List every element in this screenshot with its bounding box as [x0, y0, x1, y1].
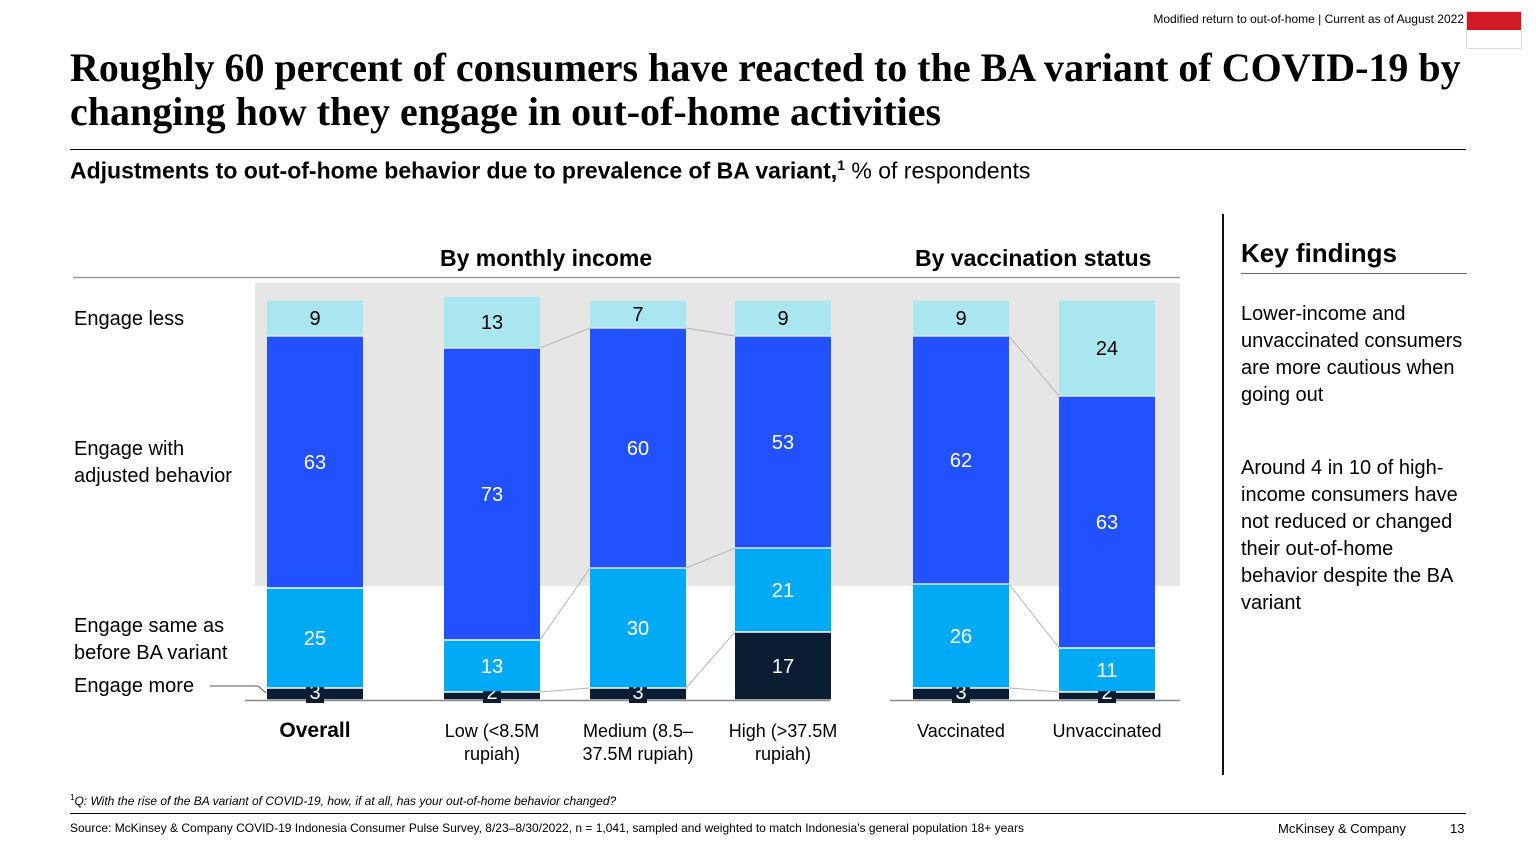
bar-value-label: 63: [304, 452, 326, 474]
bar-segment-engage-same-as-before-ba-variant: [1059, 648, 1155, 692]
footnote: 1Q: With the rise of the BA variant of C…: [70, 793, 616, 808]
row-label-engage-more: Engage more: [74, 675, 195, 697]
bar-segment-engage-less: [590, 300, 686, 328]
flag-red-stripe: [1467, 12, 1521, 30]
bar-segment-engage-same-as-before-ba-variant: [590, 568, 686, 688]
bar-segment-engage-same-as-before-ba-variant: [444, 640, 540, 692]
key-findings-title: Key findings: [1241, 238, 1398, 268]
bar-value-label: 13: [481, 312, 503, 334]
footer-divider: [70, 813, 1466, 814]
bar-value-label: 7: [632, 304, 643, 326]
row-label-same-line2: before BA variant: [74, 642, 228, 664]
bar-segment-engage-with-adjusted-behavior: [1059, 396, 1155, 648]
row-label-adjusted-line2: adjusted behavior: [74, 465, 232, 487]
connector-line: [685, 327, 736, 337]
group-title-vaccination: By vaccination status: [915, 245, 1152, 271]
row-label-adjusted: Engage with adjusted behavior: [74, 436, 232, 490]
bar-value-label: 9: [955, 308, 966, 330]
bar-segment-engage-with-adjusted-behavior: [444, 348, 540, 640]
title-divider: [70, 149, 1466, 150]
category-label: Low (<8.5M: [445, 721, 540, 741]
connector-line: [539, 687, 591, 693]
category-label: Unvaccinated: [1052, 721, 1161, 741]
bar-value-label: 53: [772, 432, 794, 454]
category-label: rupiah): [755, 744, 811, 764]
category-label: Medium (8.5–: [583, 721, 693, 741]
bar-value-label: 17: [772, 656, 794, 678]
connector-line: [685, 547, 736, 569]
bar-segment-engage-less: [913, 300, 1009, 336]
row-label-same: Engage same as before BA variant: [74, 613, 227, 667]
row-label-engage-less: Engage less: [74, 308, 185, 330]
bar-segment-engage-more: [735, 632, 831, 700]
bar-segment-engage-same-as-before-ba-variant: [735, 548, 831, 632]
category-label: rupiah): [464, 744, 520, 764]
brand-name: McKinsey & Company: [1278, 821, 1406, 836]
bar-segment-engage-with-adjusted-behavior: [267, 336, 363, 588]
connector-line: [1008, 583, 1060, 649]
chart-subtitle: Adjustments to out-of-home behavior due …: [70, 157, 1030, 185]
bar-value-label: 62: [950, 450, 972, 472]
bar-segment-engage-same-as-before-ba-variant: [913, 584, 1009, 688]
bar-value-label: 3: [632, 682, 643, 704]
bar-segment-engage-less: [735, 300, 831, 336]
top-note: Modified return to out-of-home | Current…: [1153, 12, 1464, 26]
subtitle-footnote-marker: 1: [837, 157, 845, 173]
row-label-adjusted-line1: Engage with: [74, 438, 185, 460]
bar-value-label: 3: [309, 682, 320, 704]
bar-value-label: 9: [777, 308, 788, 330]
category-label: High (>37.5M: [729, 721, 838, 741]
bar-segment-engage-with-adjusted-behavior: [913, 336, 1009, 584]
page-number: 13: [1450, 821, 1465, 836]
bar-value-label: 11: [1097, 660, 1118, 682]
bar-value-label: 3: [955, 682, 966, 704]
bar-segment-engage-same-as-before-ba-variant: [267, 588, 363, 688]
key-finding-2: Around 4 in 10 of high-income consumers …: [1241, 457, 1458, 614]
connector-line: [539, 327, 591, 349]
bar-segment-engage-less: [1059, 300, 1155, 396]
bar-value-label: 9: [309, 308, 320, 330]
category-label: 37.5M rupiah): [582, 744, 693, 764]
subtitle-unit: % of respondents: [844, 157, 1031, 184]
flag-white-stripe: [1467, 30, 1521, 48]
bar-value-label: 30: [627, 618, 649, 640]
bar-value-label: 26: [950, 626, 972, 648]
bar-value-label: 73: [481, 484, 503, 506]
connector-line: [1008, 687, 1060, 693]
bar-value-label: 60: [627, 438, 649, 460]
bar-value-label: 13: [481, 656, 503, 678]
key-findings-divider: [1222, 214, 1224, 775]
category-label: Overall: [279, 719, 350, 742]
bar-value-label: 21: [772, 580, 794, 602]
row-label-same-line1: Engage same as: [74, 615, 225, 637]
subtitle-bold: Adjustments to out-of-home behavior due …: [70, 157, 838, 184]
bar-value-label: 25: [304, 628, 326, 650]
source-note: Source: McKinsey & Company COVID-19 Indo…: [70, 821, 1024, 835]
bar-value-label: 24: [1096, 338, 1118, 360]
indonesia-flag-icon: [1466, 11, 1522, 49]
highlight-band: [255, 283, 1180, 586]
bar-segment-engage-with-adjusted-behavior: [590, 328, 686, 568]
bar-value-label: 2: [486, 682, 497, 704]
footnote-text: Q: With the rise of the BA variant of CO…: [74, 794, 617, 808]
bar-segment-engage-with-adjusted-behavior: [735, 336, 831, 548]
page-title: Roughly 60 percent of consumers have rea…: [70, 45, 1461, 134]
bar-value-label: 2: [1101, 682, 1112, 704]
connector-line: [685, 631, 736, 689]
key-findings-rule: [1241, 273, 1467, 274]
category-label: Vaccinated: [917, 721, 1005, 741]
bar-segment-engage-less: [267, 300, 363, 336]
group-title-income: By monthly income: [440, 245, 653, 271]
connector-line: [1008, 335, 1060, 397]
engage-more-leader-b: [257, 685, 267, 694]
bar-segment-engage-less: [444, 296, 540, 348]
footnote-marker: 1: [70, 793, 75, 802]
bar-value-label: 63: [1096, 512, 1118, 534]
connector-line: [539, 567, 591, 641]
key-finding-1: Lower-income and unvaccinated consumers …: [1241, 303, 1463, 406]
